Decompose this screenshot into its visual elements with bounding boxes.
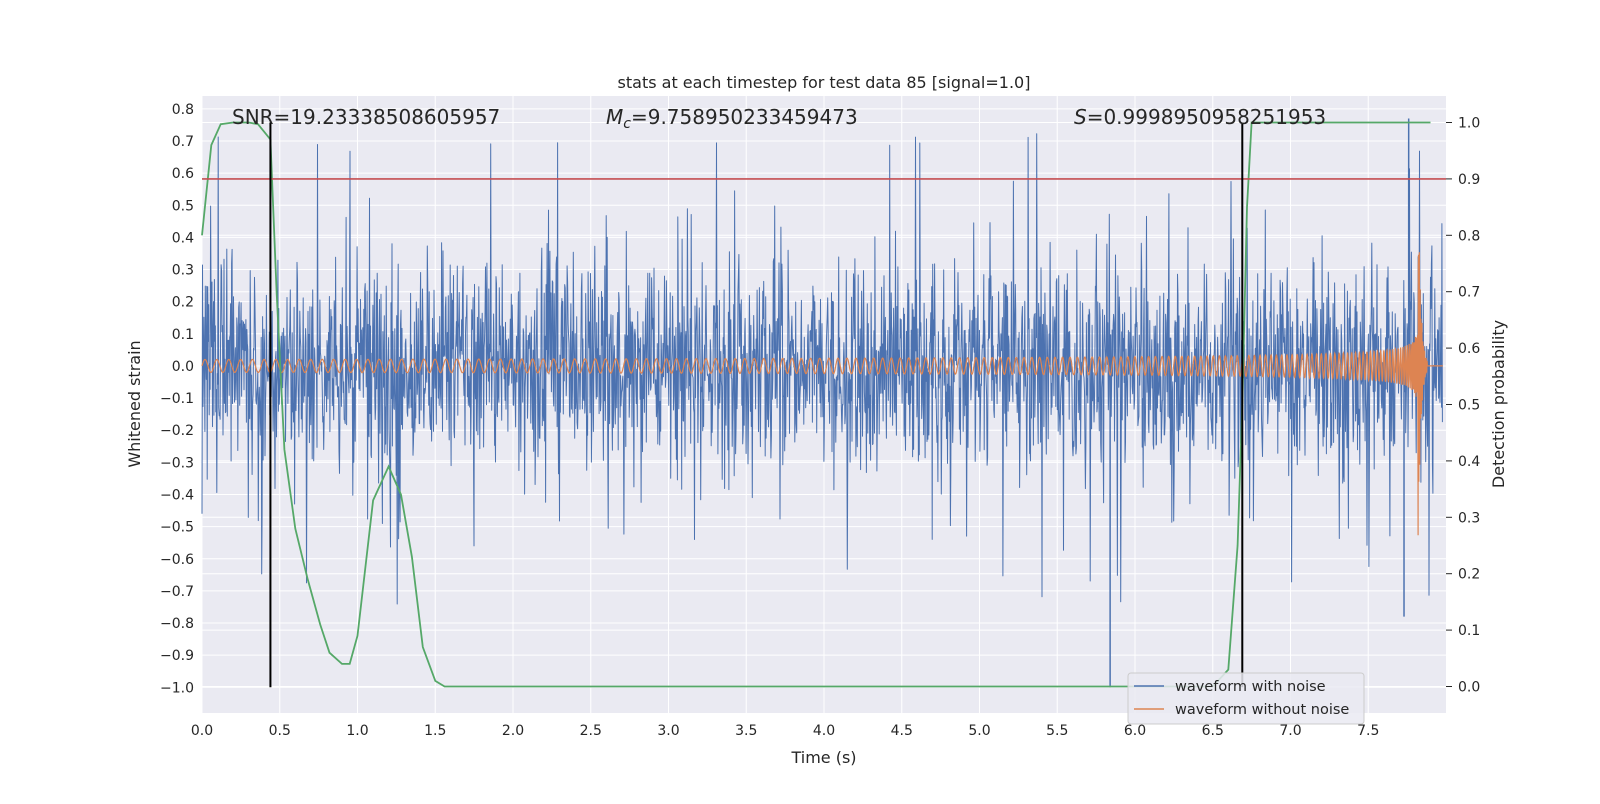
marker-layer — [202, 122, 1446, 688]
x-tick-label: 6.0 — [1124, 723, 1146, 739]
y-tick-label: 0.2 — [172, 295, 194, 311]
x-tick-label: 4.5 — [891, 723, 913, 739]
legend-box — [1127, 672, 1365, 725]
y-right-tick-label: 0.0 — [1458, 679, 1480, 695]
x-tick-label: 0.0 — [191, 723, 213, 739]
x-tick-label: 3.0 — [657, 723, 679, 739]
x-tick-label: 4.0 — [813, 723, 835, 739]
y-tick-label: 0.3 — [172, 263, 194, 279]
y-tick-label: −0.9 — [160, 648, 194, 664]
score-annotation: S=0.9998950958251953 — [1074, 105, 1326, 129]
x-tick-label: 6.5 — [1202, 723, 1224, 739]
score-value: =0.9998950958251953 — [1087, 105, 1326, 129]
detection-probability-line — [201, 121, 1431, 688]
y-right-tick-label: 0.6 — [1458, 341, 1480, 357]
y-tick-label: 0.6 — [172, 166, 194, 182]
y-tick-label: −0.5 — [160, 520, 194, 536]
x-tick-label: 5.5 — [1046, 723, 1068, 739]
chirp-mass-value: =9.758950233459473 — [631, 105, 858, 129]
y-right-tick-label: 0.2 — [1458, 567, 1480, 583]
chirp-mass-subscript: c — [623, 116, 631, 132]
y-right-tick-label: 0.4 — [1458, 454, 1480, 470]
y-tick-label: −0.3 — [160, 455, 194, 471]
y-right-tick-label: 0.5 — [1458, 398, 1480, 414]
noise-series-layer — [201, 118, 1443, 688]
chart-title: stats at each timestep for test data 85 … — [618, 73, 1031, 92]
snr-annotation: SNR=19.23338508605957 — [232, 105, 500, 129]
x-tick-label: 0.5 — [269, 723, 291, 739]
y-axis-label: Whitened strain — [125, 340, 144, 467]
tick-layer: 0.0 0.5 1.0 1.5 2.0 2.5 3.0 3.5 4.0 4.5 5.0 5.5 6.0 6… — [160, 102, 1480, 739]
x-axis-label: Time (s) — [790, 748, 856, 767]
y-tick-label: 0.1 — [172, 327, 194, 343]
y-tick-label: −0.1 — [160, 391, 194, 407]
chirp-mass-annotation: Mc=9.758950233459473 — [606, 105, 858, 132]
x-tick-label: 2.0 — [502, 723, 524, 739]
y-right-tick-label: 0.1 — [1458, 623, 1480, 639]
y-right-tick-label: 1.0 — [1458, 116, 1480, 132]
y-tick-label: −0.6 — [160, 552, 194, 568]
y-tick-label: −0.2 — [160, 423, 194, 439]
y-right-tick-label: 0.9 — [1458, 172, 1480, 188]
x-tick-label: 5.0 — [968, 723, 990, 739]
noise-waveform-line — [201, 133, 1443, 605]
probability-series-layer — [201, 121, 1431, 688]
x-tick-label: 2.5 — [580, 723, 602, 739]
score-symbol: S — [1074, 105, 1087, 129]
legend-label-noise: waveform with noise — [1175, 679, 1326, 695]
y-right-tick-label: 0.8 — [1458, 228, 1480, 244]
y-tick-label: −0.4 — [160, 487, 194, 503]
x-tick-label: 3.5 — [735, 723, 757, 739]
y-right-tick-label: 0.7 — [1458, 285, 1480, 301]
signal-series-layer — [201, 252, 1443, 536]
clean-waveform-line — [201, 252, 1443, 536]
x-tick-label: 1.0 — [346, 723, 368, 739]
y-right-tick-label: 0.3 — [1458, 510, 1480, 526]
y-tick-label: −0.8 — [160, 616, 194, 632]
x-tick-label: 1.5 — [424, 723, 446, 739]
y-tick-label: 0.7 — [172, 134, 194, 150]
y-tick-label: 0.0 — [172, 359, 194, 375]
y-tick-label: 0.8 — [172, 102, 194, 118]
y-tick-label: −0.7 — [160, 584, 194, 600]
x-tick-label: 7.0 — [1279, 723, 1301, 739]
x-tick-label: 7.5 — [1357, 723, 1379, 739]
chirp-mass-symbol: M — [606, 105, 623, 129]
legend: waveform with noise waveform without noi… — [1127, 672, 1365, 725]
y-tick-label: 0.5 — [172, 198, 194, 214]
y-tick-label: −1.0 — [160, 680, 194, 696]
legend-label-signal: waveform without noise — [1175, 702, 1349, 718]
y-axis-right-label: Detection probability — [1489, 320, 1508, 488]
y-tick-label: 0.4 — [172, 230, 194, 246]
